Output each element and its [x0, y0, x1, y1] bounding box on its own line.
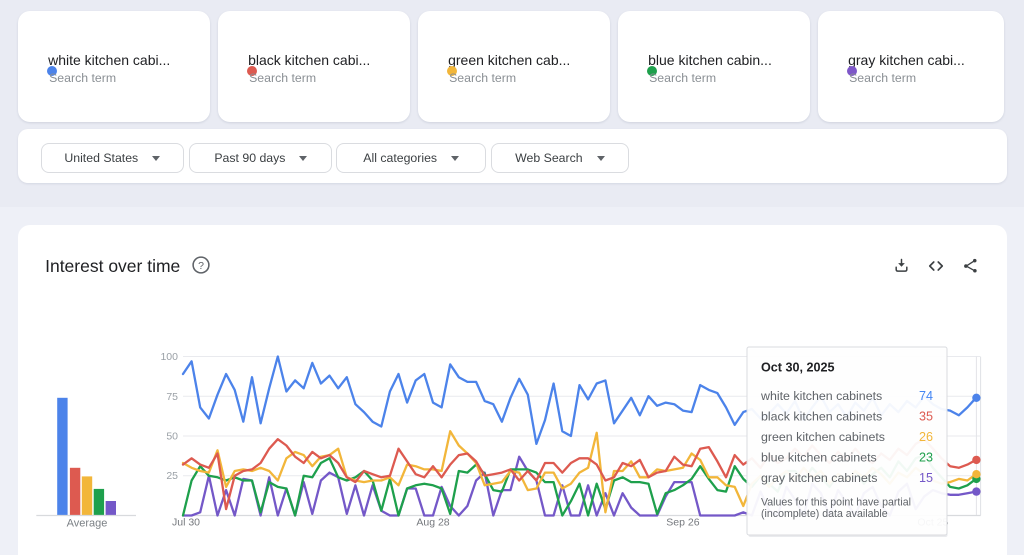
svg-text:25: 25 — [166, 470, 178, 482]
svg-text:Oct 30, 2025: Oct 30, 2025 — [761, 361, 835, 375]
svg-text:white kitchen cabinets: white kitchen cabinets — [760, 389, 882, 403]
svg-text:(incomplete) data available: (incomplete) data available — [761, 508, 888, 520]
svg-text:Aug 28: Aug 28 — [416, 517, 449, 529]
svg-text:green kitchen cabinets: green kitchen cabinets — [761, 430, 885, 444]
svg-text:74: 74 — [919, 389, 933, 403]
svg-text:50: 50 — [166, 431, 178, 443]
svg-text:35: 35 — [919, 410, 933, 424]
svg-text:23: 23 — [919, 451, 933, 465]
svg-text:black kitchen cabinets: black kitchen cabinets — [761, 410, 882, 424]
svg-text:75: 75 — [166, 391, 178, 403]
svg-text:gray kitchen cabinets: gray kitchen cabinets — [761, 471, 877, 485]
svg-text:Sep 26: Sep 26 — [666, 517, 699, 529]
svg-text:Values for this point have par: Values for this point have partial — [761, 497, 911, 509]
svg-text:15: 15 — [919, 471, 933, 485]
svg-text:blue kitchen cabinets: blue kitchen cabinets — [761, 451, 877, 465]
svg-text:100: 100 — [160, 351, 178, 363]
svg-text:26: 26 — [919, 430, 933, 444]
svg-text:Average: Average — [67, 518, 108, 530]
svg-text:?: ? — [198, 259, 204, 271]
svg-text:Jul 30: Jul 30 — [172, 517, 200, 529]
